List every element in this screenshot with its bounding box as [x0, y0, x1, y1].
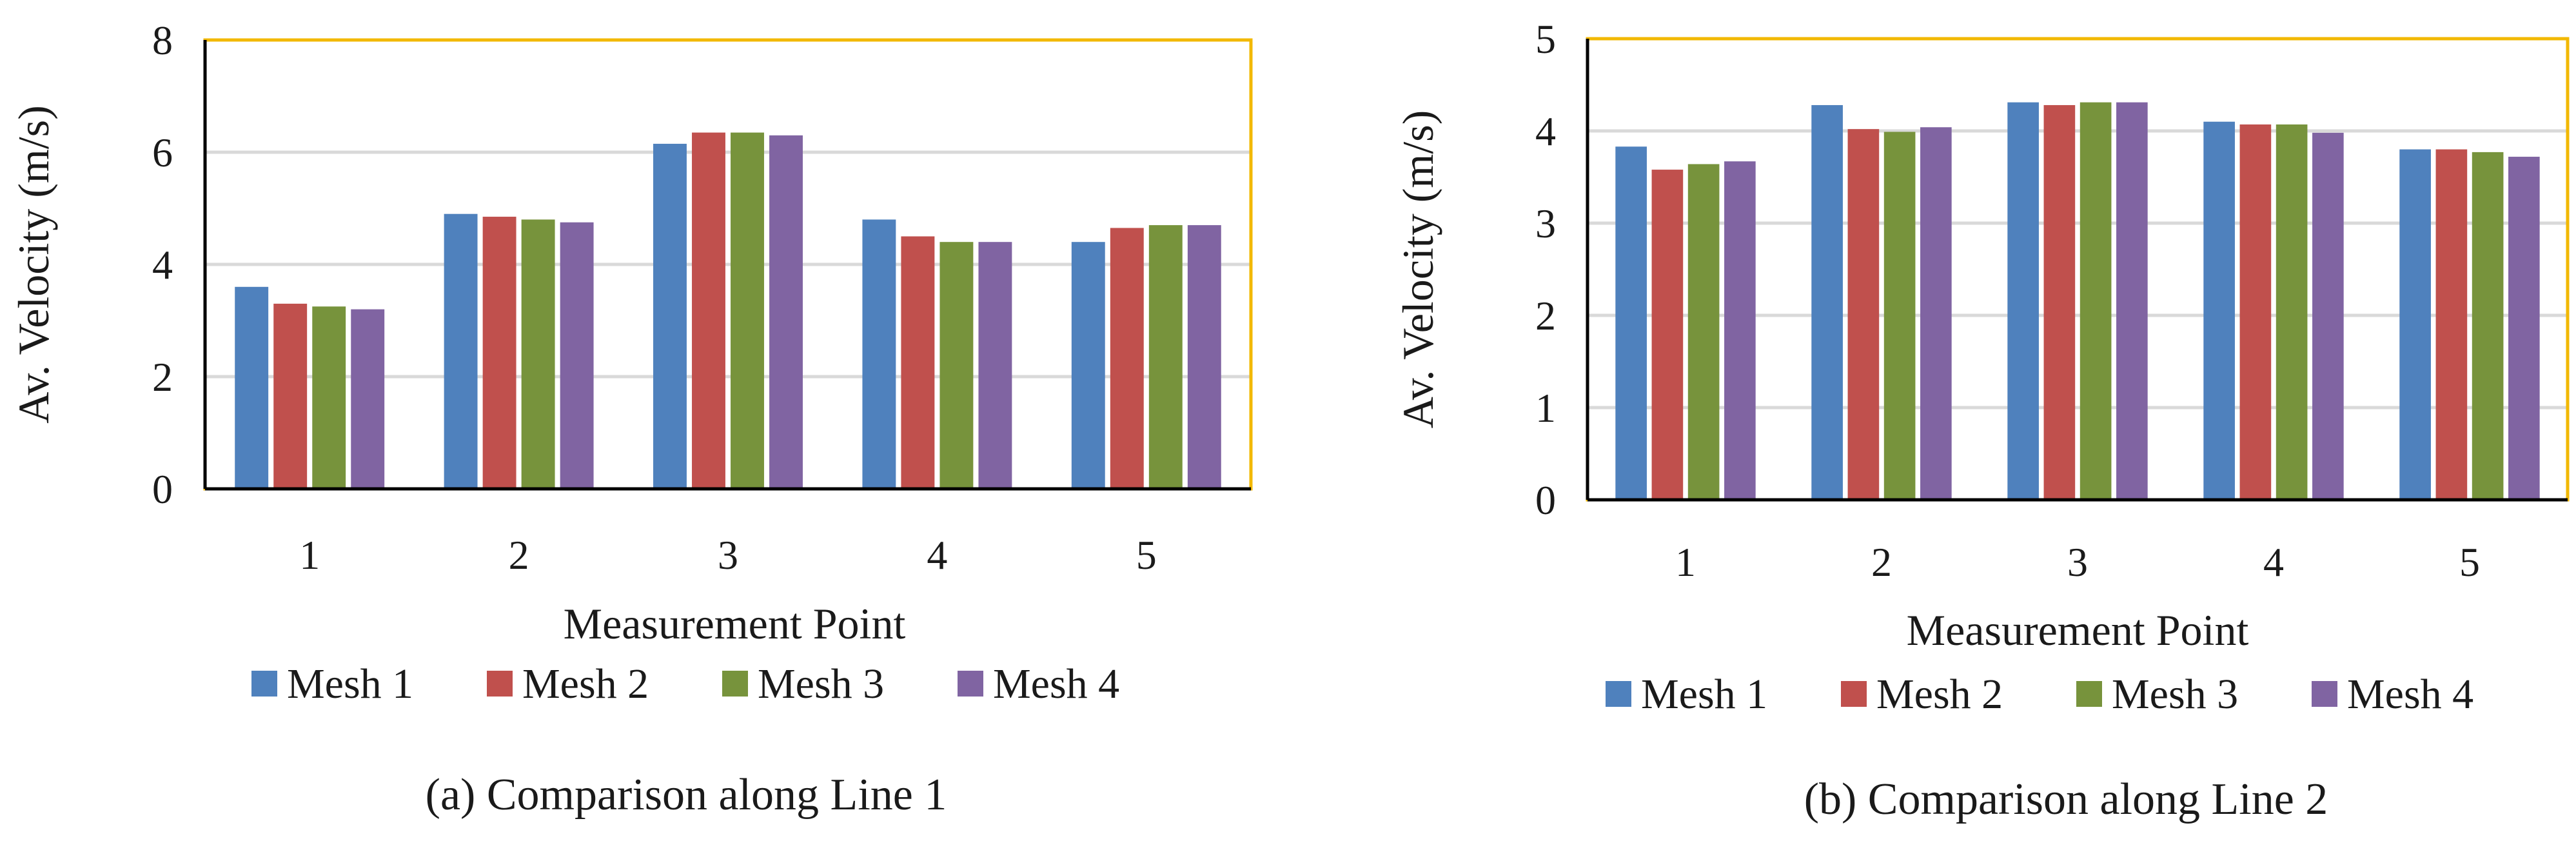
- x-tick-label: 4: [927, 532, 947, 578]
- legend-label: Mesh 1: [1641, 671, 1767, 718]
- legend-swatch: [2076, 681, 2102, 707]
- y-tick-label: 3: [1535, 201, 1556, 246]
- x-tick-label: 5: [2459, 539, 2480, 585]
- y-tick-label: 2: [152, 354, 173, 400]
- legend-swatch: [1841, 681, 1867, 707]
- bar: [2116, 102, 2148, 500]
- y-tick-label: 4: [1535, 108, 1556, 154]
- bar: [1071, 242, 1105, 489]
- bar: [2508, 157, 2540, 500]
- bar: [273, 303, 308, 489]
- bar: [2043, 104, 2076, 500]
- x-axis-title: Measurement Point: [564, 599, 906, 648]
- bar: [1110, 228, 1144, 489]
- bar: [653, 143, 687, 489]
- bar: [2399, 149, 2431, 500]
- bar: [235, 286, 269, 489]
- x-tick-label: 3: [2067, 539, 2088, 585]
- chart-caption: (a) Comparison along Line 1: [426, 770, 947, 820]
- bar: [2007, 102, 2039, 500]
- x-tick-label: 1: [1675, 539, 1696, 585]
- legend-label: Mesh 1: [287, 660, 413, 707]
- bar: [1883, 132, 1916, 500]
- x-tick-label: 5: [1136, 532, 1157, 578]
- legend-label: Mesh 2: [1876, 671, 2003, 718]
- y-tick-label: 0: [1535, 477, 1556, 523]
- y-tick-label: 1: [1535, 385, 1556, 431]
- legend-label: Mesh 3: [758, 660, 884, 707]
- bar: [2312, 132, 2344, 500]
- x-tick-label: 2: [509, 532, 529, 578]
- bar: [312, 306, 346, 489]
- bar: [2203, 121, 2235, 500]
- bar: [939, 242, 974, 489]
- y-tick-label: 4: [152, 242, 173, 288]
- y-tick-label: 8: [152, 17, 173, 63]
- bar: [444, 213, 478, 489]
- bar: [2472, 152, 2504, 500]
- x-axis-title: Measurement Point: [1907, 606, 2249, 655]
- bar: [1615, 146, 1647, 500]
- chart-1: 0 2 4 6 8 1 2 3 4 5 Measurement Point Av. Velocity …: [9, 17, 1253, 820]
- bar: [1920, 127, 1952, 500]
- bar: [2435, 149, 2468, 500]
- legend-swatch: [958, 671, 983, 697]
- legend-swatch: [251, 671, 277, 697]
- bar: [692, 132, 725, 489]
- y-tick-label: 0: [152, 466, 173, 512]
- legend-label: Mesh 4: [2347, 671, 2473, 718]
- legend-swatch: [487, 671, 513, 697]
- y-tick-label: 5: [1535, 16, 1556, 62]
- y-tick-label: 2: [1535, 293, 1556, 339]
- bar: [1687, 164, 1720, 500]
- bar: [351, 309, 385, 489]
- y-axis-title: Av. Velocity (m/s): [1393, 110, 1442, 429]
- bar: [1847, 129, 1880, 500]
- x-tick-label: 4: [2263, 539, 2284, 585]
- bar: [769, 135, 803, 489]
- bar: [2276, 124, 2308, 500]
- bar: [901, 236, 935, 489]
- bar: [482, 217, 516, 489]
- bar: [560, 222, 594, 489]
- bar: [1651, 170, 1684, 500]
- bar: [1187, 225, 1221, 489]
- legend-label: Mesh 3: [2112, 671, 2238, 718]
- bar: [978, 242, 1012, 489]
- legend-label: Mesh 4: [993, 660, 1119, 707]
- bar: [2239, 124, 2272, 500]
- bar: [521, 219, 555, 489]
- bar: [1811, 104, 1843, 500]
- legend-swatch: [2312, 681, 2337, 707]
- y-tick-label: 6: [152, 130, 173, 175]
- x-tick-label: 3: [718, 532, 738, 578]
- x-tick-label: 2: [1871, 539, 1892, 585]
- x-tick-label: 1: [299, 532, 320, 578]
- chart-2: 0 1 2 3 4 5 1 2 3 4 5 Measurement Point Av. Velocity…: [1393, 16, 2570, 824]
- bar: [1148, 225, 1183, 489]
- chart-caption: (b) Comparison along Line 2: [1804, 775, 2328, 824]
- bar: [862, 219, 896, 489]
- legend-swatch: [722, 671, 748, 697]
- y-axis-title: Av. Velocity (m/s): [9, 105, 58, 424]
- legend-label: Mesh 2: [522, 660, 649, 707]
- bar: [731, 132, 764, 489]
- bar: [1724, 161, 1756, 500]
- bar: [2079, 102, 2112, 500]
- legend-swatch: [1606, 681, 1631, 707]
